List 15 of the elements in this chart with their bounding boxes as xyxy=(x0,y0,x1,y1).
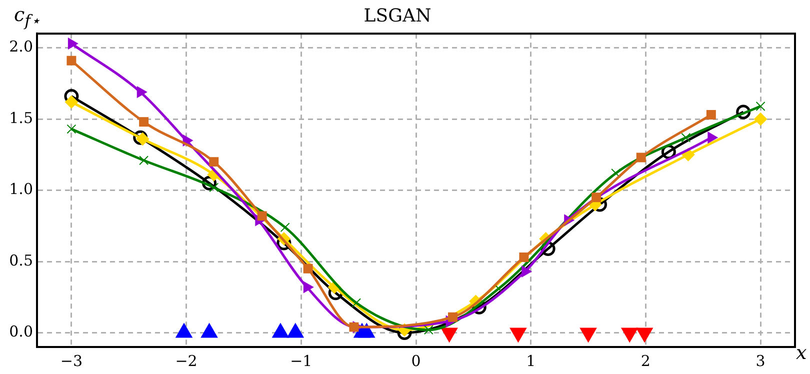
y-tick-label: 0.5 xyxy=(9,251,33,270)
chart-title: LSGAN xyxy=(364,5,432,26)
x-tick-label: 1 xyxy=(526,352,536,370)
x-tick-label: −2 xyxy=(175,352,198,370)
y-tick-label: 2.0 xyxy=(9,38,33,56)
x-tick-label: −1 xyxy=(290,352,312,370)
y-tick-label: 0.0 xyxy=(9,322,33,341)
x-axis-title: x xyxy=(796,342,807,364)
x-tick-label: 0 xyxy=(411,352,421,370)
y-tick-label: 1.5 xyxy=(9,108,33,127)
x-tick-label: 3 xyxy=(756,352,766,370)
x-tick-label: 2 xyxy=(640,352,650,370)
y-tick-label: 1.0 xyxy=(9,180,33,198)
x-tick-label: −3 xyxy=(60,352,83,370)
y-axis-title: c$_{f⋆}$ xyxy=(14,4,41,30)
